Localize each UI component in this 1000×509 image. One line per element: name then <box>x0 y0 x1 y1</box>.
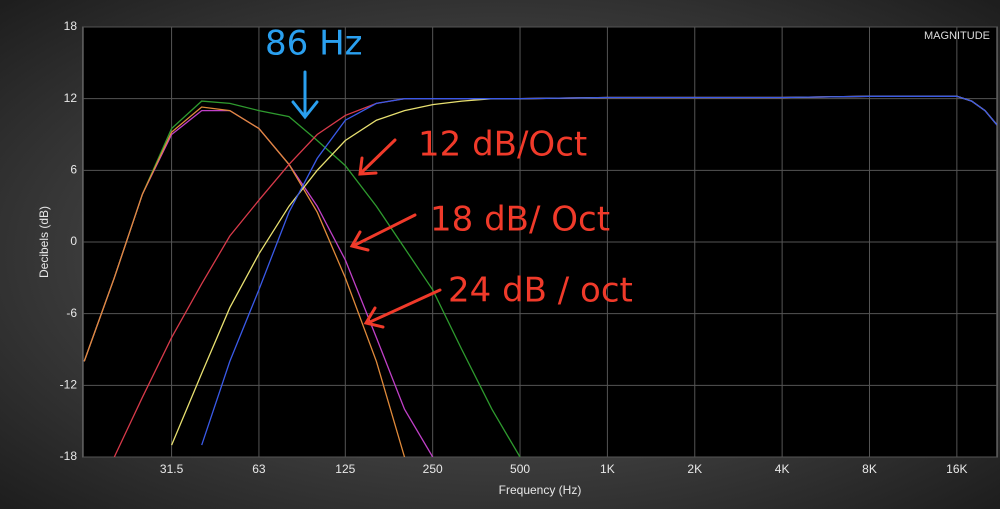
arrow <box>291 70 319 120</box>
x-axis-label: Frequency (Hz) <box>499 483 582 497</box>
arrow <box>349 213 417 252</box>
y-tick-label: -12 <box>60 378 78 392</box>
labels: -18 -12 -6 0 6 12 18 31.5 63 125 250 500 1K 2K 4K 8K 16K <box>60 19 968 476</box>
arrow <box>358 138 397 176</box>
y-tick-label: -6 <box>66 306 77 320</box>
x-tick-label: 31.5 <box>160 462 184 476</box>
x-tick-label: 250 <box>423 462 443 476</box>
x-tick-label: 16K <box>946 462 967 476</box>
panel-label: MAGNITUDE <box>924 30 990 42</box>
annotation: 12 dB/Oct <box>418 125 587 165</box>
arrow <box>363 288 442 329</box>
y-tick-label: -18 <box>60 449 78 463</box>
x-tick-label: 1K <box>600 462 615 476</box>
x-tick-label: 63 <box>252 462 266 476</box>
series-line <box>83 106 406 457</box>
y-tick-label: 12 <box>64 91 78 105</box>
annotation-arrows <box>291 70 442 329</box>
lines <box>83 95 997 457</box>
series-line <box>201 95 997 446</box>
x-tick-label: 8K <box>862 462 877 476</box>
x-tick-label: 125 <box>335 462 355 476</box>
y-tick-label: 18 <box>64 19 78 33</box>
series-line <box>83 100 521 457</box>
y-axis-label: Decibels (dB) <box>37 206 51 278</box>
x-tick-label: 500 <box>510 462 530 476</box>
annotation: 86 Hz <box>265 24 362 64</box>
x-tick-label: 4K <box>775 462 790 476</box>
annotation: 24 dB / oct <box>448 271 633 311</box>
y-tick-label: 6 <box>70 163 77 177</box>
y-tick-label: 0 <box>70 234 77 248</box>
x-tick-label: 2K <box>687 462 702 476</box>
annotation: 18 dB/ Oct <box>430 200 610 240</box>
